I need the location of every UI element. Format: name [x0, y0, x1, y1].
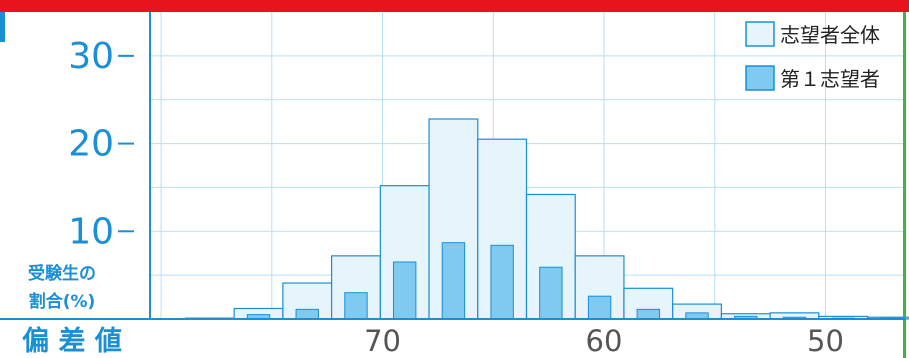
- y-tick-label: 20: [68, 124, 114, 165]
- x-tick-label: 60: [586, 324, 623, 358]
- bar-first-choice: [392, 261, 417, 320]
- left-accent-strip: [0, 12, 5, 42]
- y-axis-label-line-2: 割合(%): [29, 291, 96, 312]
- bar-first-choice: [636, 308, 661, 320]
- x-tick-label: 50: [807, 324, 844, 358]
- x-axis-label: 偏 差 値: [22, 325, 122, 357]
- y-tick-label: 10: [68, 211, 114, 252]
- bars-layer: [184, 118, 909, 320]
- bar-first-choice: [490, 244, 514, 320]
- x-tick-label: 70: [364, 324, 401, 358]
- top-bar: [0, 0, 909, 12]
- axis-layer: 10 20 30 70 60 50: [0, 12, 906, 358]
- legend-label-first: 第１志望者: [780, 67, 880, 91]
- bar-first-choice: [441, 242, 466, 320]
- right-border: [903, 12, 906, 358]
- bar-first-choice: [587, 295, 612, 320]
- bar-first-choice: [295, 308, 319, 320]
- legend-swatch-first: [745, 65, 775, 91]
- bar-first-choice: [344, 292, 368, 320]
- legend-label-all: 志望者全体: [780, 23, 880, 47]
- legend-swatch-all: [745, 21, 775, 47]
- y-axis-label-line-1: 受験生の: [28, 263, 96, 284]
- y-tick-label: 30: [68, 36, 114, 77]
- bar-first-choice: [539, 266, 563, 320]
